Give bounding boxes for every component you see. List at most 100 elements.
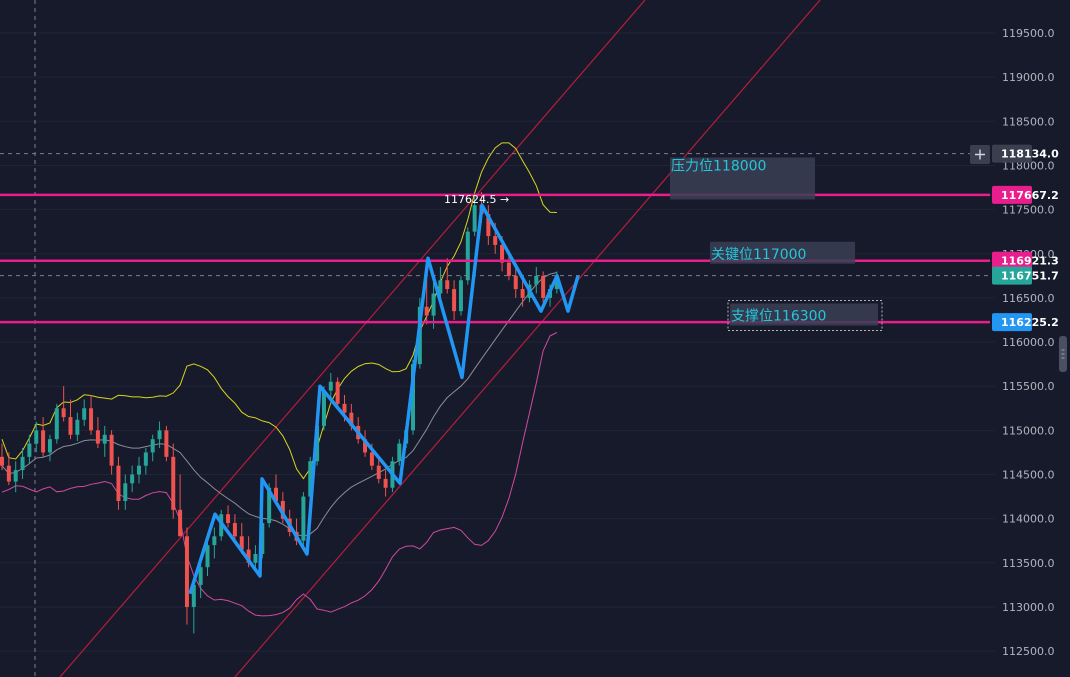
candle-body	[239, 536, 244, 550]
annotation-label-0: 压力位118000	[671, 158, 766, 174]
high-marker-label: 117624.5 →	[444, 193, 509, 206]
price-tag-label-last: 116751.7	[1001, 270, 1059, 283]
channel-upper-line	[59, 0, 646, 677]
plus-icon[interactable]	[975, 149, 985, 160]
price-tag-label-resistance: 117667.2	[1001, 189, 1059, 202]
candle-body	[54, 408, 59, 440]
candle-body	[438, 280, 443, 294]
y-tick-label: 119000.0	[1002, 71, 1055, 84]
candle-body	[274, 487, 278, 501]
candle-body	[191, 584, 196, 607]
level-annotations: 压力位118000 关键位117000 支撑位116300	[670, 157, 883, 332]
wave-polyline	[188, 203, 580, 595]
candle-body	[445, 280, 450, 290]
candle-body	[0, 456, 4, 466]
middle-band-line	[1, 272, 558, 537]
candle-body	[500, 244, 505, 263]
y-tick-label: 119500.0	[1002, 27, 1055, 40]
candle-body	[349, 412, 354, 426]
y-tick-label: 113000.0	[1002, 601, 1055, 614]
candle-body	[116, 465, 121, 501]
candle-body	[47, 439, 52, 453]
price-axis[interactable]: 119500.0 119000.0 118500.0 118000.0 117500.0…	[1002, 27, 1055, 658]
candle-body	[164, 430, 169, 457]
candle-body	[376, 465, 381, 479]
candle-body	[232, 523, 237, 537]
y-tick-label: 112500.0	[1002, 645, 1055, 658]
candle-body	[6, 465, 11, 482]
candle-body	[198, 567, 203, 585]
price-tag-resistance	[992, 185, 1032, 204]
candle-body	[363, 439, 368, 453]
candle-body	[89, 408, 94, 431]
channel-lower-line	[234, 0, 821, 677]
y-tick-label: 114500.0	[1002, 469, 1055, 482]
y-tick-label: 116500.0	[1002, 292, 1055, 305]
candle-body	[171, 456, 176, 510]
candle-body	[301, 496, 306, 541]
candle-body	[321, 390, 326, 426]
y-tick-label: 116000.0	[1002, 336, 1055, 349]
candle-body	[520, 289, 525, 298]
candle-body	[486, 214, 491, 237]
candle-body	[493, 236, 498, 245]
candle-body	[184, 536, 189, 607]
candle-body	[452, 289, 457, 312]
candle-body	[458, 280, 463, 312]
high-marker: 117624.5 →	[444, 193, 509, 206]
grid-lines	[0, 32, 995, 652]
candle-body	[157, 430, 162, 440]
candle-body	[541, 275, 546, 298]
candle-body	[267, 487, 272, 524]
candle-body	[506, 262, 511, 276]
candle-body	[102, 434, 107, 444]
candle-body	[13, 470, 18, 482]
wave-path	[188, 203, 580, 595]
candle-body	[465, 231, 470, 281]
candle-body	[123, 483, 128, 501]
candle-body	[130, 474, 135, 484]
y-tick-label: 113500.0	[1002, 557, 1055, 570]
price-tag-last	[992, 266, 1032, 285]
candle-body	[109, 434, 114, 466]
candle-body	[143, 452, 148, 466]
candle-body	[82, 408, 87, 420]
price-tag-label-crosshair: 118134.0	[1001, 148, 1059, 161]
annotation-box-2	[730, 303, 878, 326]
price-tag-support	[992, 313, 1032, 332]
candle-body	[27, 443, 32, 457]
candle-body	[246, 549, 251, 563]
y-tick-label: 117500.0	[1002, 204, 1055, 217]
candle-body	[205, 545, 210, 568]
candle-body	[253, 553, 258, 563]
add-level-button[interactable]	[970, 145, 990, 164]
candle-body	[20, 456, 25, 471]
scroll-handle-grip-icon	[1061, 349, 1065, 359]
y-tick-label: 118000.0	[1002, 159, 1055, 172]
candle-body	[308, 461, 313, 497]
candle-body	[280, 500, 285, 519]
price-channel	[59, 0, 821, 677]
candle-body	[137, 465, 141, 475]
candle-body	[424, 306, 429, 316]
candle-body	[41, 430, 46, 453]
candle-body	[472, 205, 477, 232]
bollinger-bands	[1, 142, 558, 617]
candle-body	[342, 403, 347, 413]
candle-body	[34, 430, 39, 444]
annotation-box-1	[710, 241, 855, 264]
candle-body	[335, 381, 340, 404]
candle-body	[383, 478, 388, 488]
candle-body	[431, 293, 436, 316]
candle-body	[95, 430, 100, 444]
annotation-selection	[727, 300, 883, 332]
upper-band-line	[1, 142, 557, 480]
annotation-box-0	[670, 157, 815, 200]
price-tag-crosshair	[992, 144, 1032, 163]
annotation-label-2: 支撑位116300	[731, 309, 826, 325]
candle-body	[397, 443, 402, 462]
candle-body	[212, 536, 217, 546]
y-tick-label: 115500.0	[1002, 380, 1055, 393]
